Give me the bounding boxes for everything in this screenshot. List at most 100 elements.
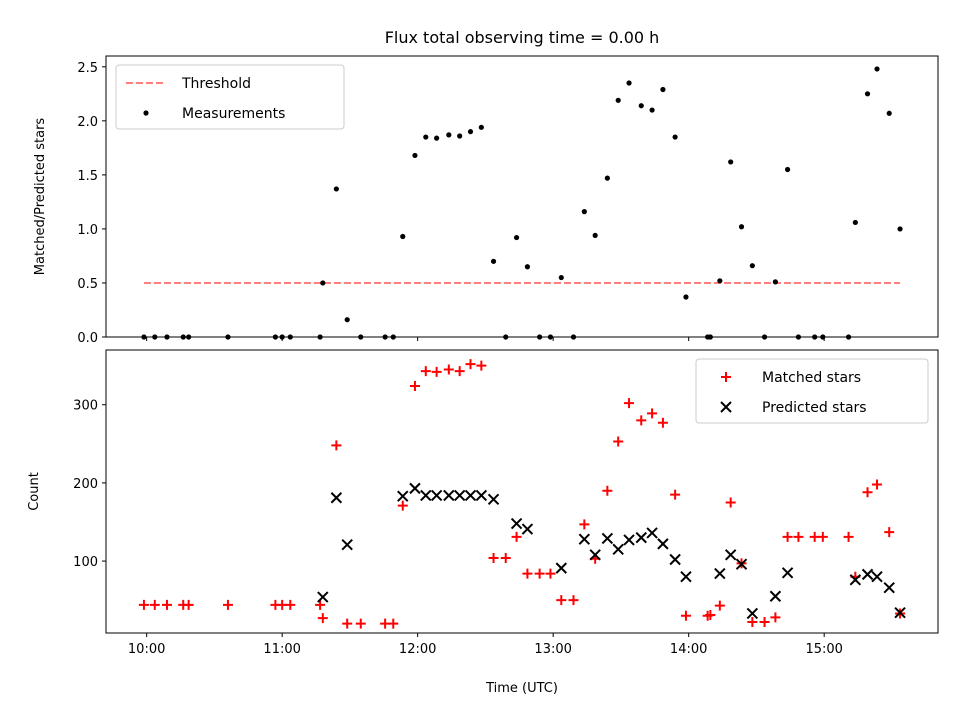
measurement-point bbox=[615, 97, 621, 103]
matched-star-point bbox=[149, 599, 160, 610]
matched-star-point bbox=[747, 617, 758, 628]
matched-star-point bbox=[388, 618, 399, 629]
top-y-tick-label: 0.0 bbox=[77, 331, 98, 346]
legend-label: Measurements bbox=[182, 106, 285, 122]
measurement-point bbox=[320, 280, 326, 286]
measurement-point bbox=[537, 334, 543, 340]
predicted-star-point bbox=[635, 531, 647, 544]
measurement-point bbox=[434, 135, 440, 141]
matched-star-point bbox=[285, 599, 296, 610]
measurement-point bbox=[728, 159, 734, 165]
measurement-point bbox=[638, 103, 644, 109]
predicted-star-point bbox=[657, 538, 669, 550]
measurement-point bbox=[287, 334, 293, 340]
top-legend-box bbox=[115, 64, 345, 130]
measurement-point bbox=[390, 334, 396, 340]
matched-star-point bbox=[443, 364, 454, 375]
predicted-star-point bbox=[861, 568, 874, 581]
predicted-star-point bbox=[409, 482, 421, 495]
predicted-star-point bbox=[341, 538, 353, 551]
measurement-point bbox=[897, 226, 903, 232]
predicted-star-point bbox=[420, 489, 432, 502]
predicted-star-point bbox=[735, 558, 748, 570]
chart-title: Flux total observing time = 0.00 h bbox=[385, 28, 660, 47]
x-tick-label: 10:00 bbox=[128, 642, 165, 657]
matched-star-point bbox=[770, 612, 781, 623]
measurement-point bbox=[592, 232, 598, 239]
predicted-star-point bbox=[871, 571, 883, 583]
predicted-star-point bbox=[430, 489, 443, 502]
legend-label: Threshold bbox=[181, 76, 251, 92]
measurement-point bbox=[795, 334, 802, 340]
matched-star-point bbox=[511, 531, 522, 542]
matched-star-point bbox=[714, 600, 725, 611]
predicted-star-point bbox=[601, 532, 614, 545]
predicted-star-point bbox=[578, 533, 591, 545]
top-legend: Threshold Measurements bbox=[115, 64, 345, 130]
measurement-point bbox=[467, 129, 474, 135]
measurement-point bbox=[446, 132, 452, 138]
measurement-point bbox=[412, 152, 418, 159]
x-tick-label: 13:00 bbox=[534, 642, 571, 657]
measurement-point bbox=[180, 334, 186, 340]
measurement-point bbox=[547, 334, 554, 340]
matched-star-point bbox=[431, 366, 442, 377]
top-y-axis-label: Matched/Predicted stars bbox=[33, 118, 48, 276]
x-tick-label: 12:00 bbox=[399, 642, 436, 657]
measurement-point bbox=[272, 334, 278, 340]
matched-star-point bbox=[545, 568, 556, 579]
measurement-point bbox=[225, 334, 231, 340]
measurement-point bbox=[141, 334, 147, 340]
x-tick-label: 14:00 bbox=[670, 642, 707, 657]
predicted-star-point bbox=[510, 517, 523, 530]
predicted-star-point bbox=[612, 543, 624, 556]
measurement-point bbox=[626, 80, 632, 86]
matched-star-point bbox=[222, 599, 233, 610]
measurement-point bbox=[683, 294, 689, 300]
bottom-y-tick-label: 300 bbox=[73, 399, 98, 414]
predicted-star-point bbox=[714, 567, 726, 580]
predicted-star-point bbox=[317, 591, 329, 603]
measurement-point bbox=[400, 233, 406, 240]
top-y-tick-label: 2.0 bbox=[77, 115, 98, 130]
predicted-star-point bbox=[724, 549, 737, 561]
measurement-point bbox=[186, 334, 192, 340]
top-y-tick-label: 0.5 bbox=[77, 277, 98, 292]
measurement-point bbox=[717, 278, 723, 284]
legend-matched-swatch bbox=[721, 372, 731, 382]
legend-measurement-swatch bbox=[143, 110, 149, 116]
measurement-point bbox=[423, 134, 429, 140]
measurement-point bbox=[524, 264, 531, 270]
predicted-star-point bbox=[397, 490, 409, 502]
matched-star-point bbox=[568, 595, 579, 606]
matched-star-point bbox=[355, 618, 366, 629]
legend-label: Matched stars bbox=[762, 370, 861, 386]
bottom-panel: 10:00 11:00 12:00 13:00 14:00 15:00 100 200 300 C… bbox=[27, 349, 939, 657]
top-y-tick-label: 2.5 bbox=[77, 61, 98, 76]
measurement-point bbox=[457, 133, 463, 139]
matched-star-point bbox=[862, 487, 873, 498]
matched-star-point bbox=[420, 366, 431, 377]
predicted-star-point bbox=[883, 581, 895, 594]
matched-star-point bbox=[556, 595, 567, 606]
top-plot-frame bbox=[105, 55, 939, 338]
measurement-point bbox=[812, 334, 818, 340]
measurement-point bbox=[558, 274, 564, 281]
measurement-point bbox=[886, 110, 892, 116]
measurement-point bbox=[784, 166, 791, 173]
matched-star-point bbox=[624, 398, 635, 409]
x-axis-label: Time (UTC) bbox=[485, 681, 558, 696]
measurement-point bbox=[503, 334, 509, 340]
predicted-star-point bbox=[475, 489, 488, 502]
top-y-tick-label: 1.5 bbox=[77, 169, 98, 184]
measurement-point bbox=[749, 263, 755, 269]
matched-star-point bbox=[680, 610, 691, 621]
measurement-point bbox=[358, 334, 364, 340]
measurement-point bbox=[852, 219, 858, 226]
predicted-star-point bbox=[443, 489, 455, 502]
matched-star-point bbox=[161, 599, 172, 610]
matched-star-point bbox=[670, 489, 681, 500]
measurement-point bbox=[738, 224, 745, 230]
measurement-point bbox=[333, 186, 339, 192]
